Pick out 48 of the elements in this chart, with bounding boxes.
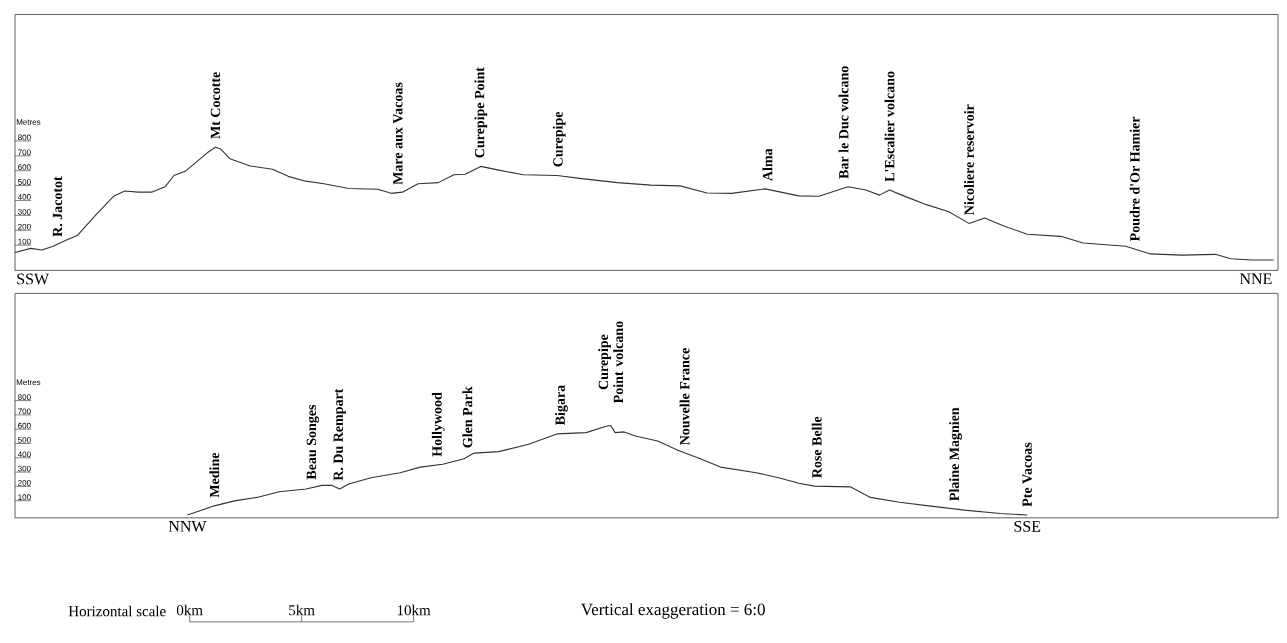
annotation: Glen Park xyxy=(462,386,473,448)
annotation: R. Du Rempart xyxy=(333,388,346,481)
annotation: Rose Belle xyxy=(811,416,822,478)
y-axis-title: Metres xyxy=(16,119,41,125)
text: Vertical exaggeration = 6:0 xyxy=(580,603,765,619)
annotation: Beau Songes xyxy=(306,404,320,480)
y-tick-label: 600 xyxy=(18,422,31,429)
y-tick-label: 100 xyxy=(18,238,31,245)
y-tick-label: 500 xyxy=(18,179,31,185)
text: NNE xyxy=(1239,273,1272,285)
annotation: Poudre d'Or Hamier xyxy=(1129,116,1140,242)
annotation: Mt Cocotte xyxy=(210,72,221,139)
y-tick-label: 700 xyxy=(18,408,31,415)
annotation: Curepipe Point xyxy=(474,67,488,158)
annotation: R. Jacotot xyxy=(52,176,63,237)
x-tick-label: 5km xyxy=(289,604,315,616)
annotation: Hollywood xyxy=(431,392,445,457)
annotation: Nicoliere reservoir xyxy=(964,104,974,215)
annotation: Curepipe xyxy=(552,111,566,167)
text: SSW xyxy=(17,273,50,285)
y-axis-title: Metres xyxy=(16,379,41,386)
annotation: Plaine Magnien xyxy=(949,407,962,501)
y-tick-label: 800 xyxy=(18,134,31,141)
y-tick-label: 300 xyxy=(18,465,31,472)
annotation: Medine xyxy=(209,452,220,498)
y-tick-label: 800 xyxy=(18,394,31,400)
y-tick-label: 200 xyxy=(18,480,31,486)
x-tick-label: 10km xyxy=(397,604,431,616)
x-axis-title: Horizontal scale xyxy=(68,605,166,617)
x-tick-label: 0km xyxy=(176,604,203,616)
y-tick-label: 700 xyxy=(18,149,31,156)
text: NNW xyxy=(168,521,207,532)
y-tick-label: 400 xyxy=(17,194,31,200)
y-tick-label: 300 xyxy=(18,209,31,215)
annotation: Bar le Duc volcano xyxy=(838,66,849,179)
y-tick-label: 100 xyxy=(18,494,31,500)
y-tick-label: 600 xyxy=(18,164,31,171)
annotation: Bigara xyxy=(555,385,568,426)
annotation: Alma xyxy=(762,148,773,181)
annotation: Nouvelle France xyxy=(679,348,690,446)
y-tick-label: 400 xyxy=(17,451,31,458)
y-tick-label: 500 xyxy=(18,437,31,443)
annotation: Mare aux Vacoas xyxy=(393,82,403,185)
y-tick-label: 200 xyxy=(18,223,31,230)
annotation: Curepipe Point volcano xyxy=(598,321,624,404)
text: SSE xyxy=(1014,521,1041,532)
annotation: L'Escalier volcano xyxy=(884,71,895,182)
annotation: Pte Vacoas xyxy=(1022,442,1032,507)
